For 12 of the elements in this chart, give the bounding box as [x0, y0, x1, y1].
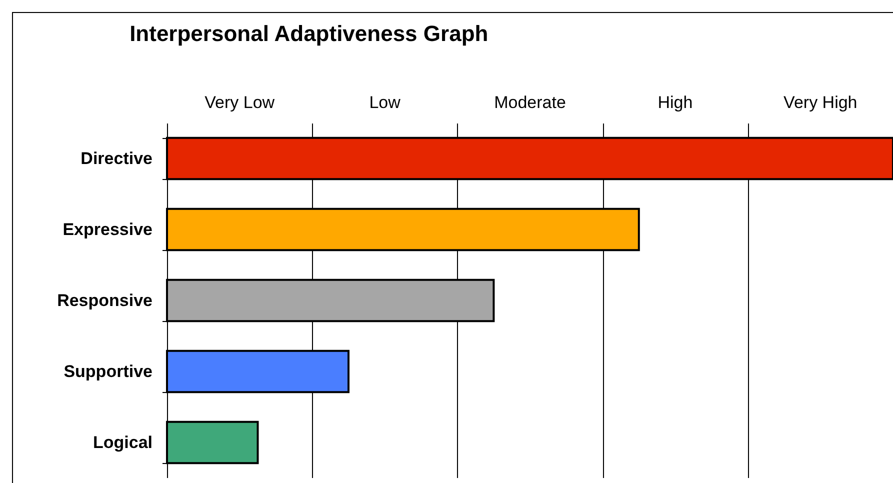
text: Very Low [204, 93, 276, 112]
text: Very High [784, 93, 858, 112]
bar [166, 420, 259, 464]
y-tick-label: Responsive [57, 291, 152, 310]
text: High [658, 93, 693, 112]
chart-title: Interpersonal Adaptiveness Graph [130, 21, 488, 46]
y-tick-label: Logical [92, 433, 152, 452]
y-tick-label: Expressive [62, 220, 152, 239]
text: Low [369, 93, 402, 112]
y-tick-label: Supportive [64, 362, 152, 381]
text: Moderate [494, 93, 566, 112]
y-tick-label: Directive [80, 149, 152, 168]
